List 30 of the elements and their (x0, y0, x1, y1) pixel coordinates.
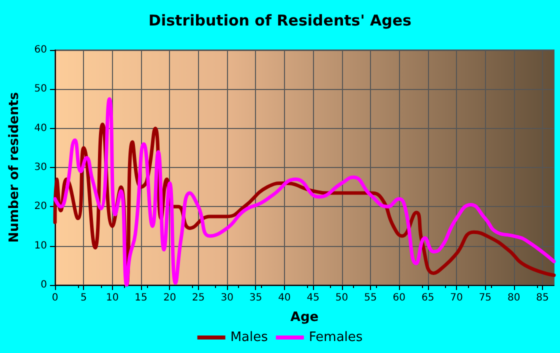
y-tick-label: 0 (40, 280, 47, 290)
y-tick-label: 40 (34, 122, 47, 134)
x-axis-title: Age (290, 310, 319, 325)
x-tick-label: 80 (507, 292, 520, 304)
x-tick-label: 85 (536, 292, 549, 304)
x-tick-label: 35 (249, 292, 262, 304)
legend-label: Females (308, 330, 363, 345)
x-tick-label: 75 (478, 292, 492, 304)
y-tick-label: 10 (34, 240, 47, 252)
x-tick-label: 55 (364, 292, 377, 304)
x-tick-label: 45 (306, 292, 320, 304)
chart-title: Distribution of Residents' Ages (148, 12, 412, 30)
x-tick-label: 70 (450, 292, 463, 304)
x-tick-label: 50 (335, 292, 348, 304)
y-tick-label: 20 (34, 201, 47, 212)
y-tick-label: 30 (34, 162, 47, 173)
x-tick-label: 15 (134, 292, 148, 304)
y-tick-label: 50 (34, 84, 47, 95)
x-tick-label: 65 (421, 292, 434, 304)
x-tick-label: 10 (106, 292, 119, 304)
y-tick-label: 60 (34, 44, 47, 56)
x-tick-label: 20 (163, 292, 176, 304)
x-tick-label: 40 (278, 292, 291, 304)
y-axis-title: Number of residents (7, 92, 22, 243)
x-tick-label: 25 (192, 292, 205, 304)
x-tick-label: 30 (220, 292, 234, 304)
x-tick-label: 5 (80, 292, 87, 304)
x-tick-label: 0 (52, 292, 58, 304)
legend-label: Males (230, 330, 268, 345)
x-tick-label: 60 (392, 292, 406, 304)
